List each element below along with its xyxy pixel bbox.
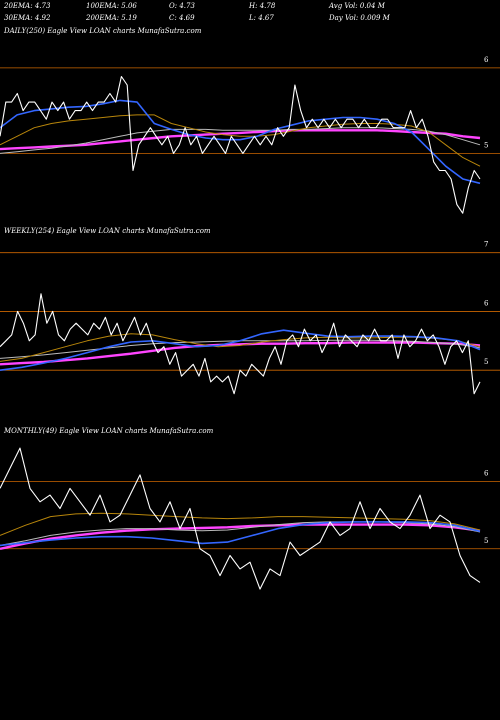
daily-chart-title: DAILY(250) Eagle View LOAN charts Munafa… xyxy=(4,27,202,35)
monthly-chart-title: MONTHLY(49) Eagle View LOAN charts Munaf… xyxy=(4,427,214,435)
weekly-y-tick-1: 6 xyxy=(484,299,489,307)
close-value: C: 4.69 xyxy=(169,14,195,22)
monthly-y-tick-0: 6 xyxy=(484,470,489,478)
daily-y-tick-1: 5 xyxy=(484,141,488,149)
daily-ema-line-magenta xyxy=(0,129,481,151)
low-value: L: 4.67 xyxy=(249,14,274,22)
monthly-ema-line-blue xyxy=(0,521,481,547)
weekly-chart-title: WEEKLY(254) Eagle View LOAN charts Munaf… xyxy=(4,227,211,235)
avg-volume-value: Avg Vol: 0.04 M xyxy=(329,2,385,10)
monthly-ema-line-magenta xyxy=(0,523,481,550)
daily-chart: 65 xyxy=(0,56,500,214)
monthly-chart: 65 xyxy=(0,447,500,590)
weekly-price-line xyxy=(0,293,481,395)
monthly-y-tick-1: 5 xyxy=(484,537,488,545)
high-value: H: 4.78 xyxy=(249,2,276,10)
weekly-chart: 7 6 5 xyxy=(0,241,500,395)
ema20-value: 20EMA: 4.73 xyxy=(4,2,51,10)
daily-price-line xyxy=(0,75,481,214)
day-volume-value: Day Vol: 0.009 M xyxy=(329,14,390,22)
ema30-value: 30EMA: 4.92 xyxy=(4,14,51,22)
ema200-value: 200EMA: 5.19 xyxy=(86,14,137,22)
weekly-ema-line-brown xyxy=(0,333,481,362)
ema100-value: 100EMA: 5.06 xyxy=(86,2,137,10)
open-value: O: 4.73 xyxy=(169,2,195,10)
daily-y-tick-0: 6 xyxy=(484,56,489,64)
monthly-price-line xyxy=(0,447,481,590)
daily-ema-line-brown xyxy=(0,114,481,167)
monthly-ema-line-brown xyxy=(0,512,481,536)
weekly-y-tick-2: 5 xyxy=(484,358,488,366)
weekly-ema-line-magenta xyxy=(0,341,481,366)
daily-ema-line-gray xyxy=(0,127,481,154)
daily-ema-line-blue xyxy=(0,99,481,185)
weekly-y-tick-0: 7 xyxy=(484,241,488,249)
weekly-ema-line-blue xyxy=(0,329,481,371)
